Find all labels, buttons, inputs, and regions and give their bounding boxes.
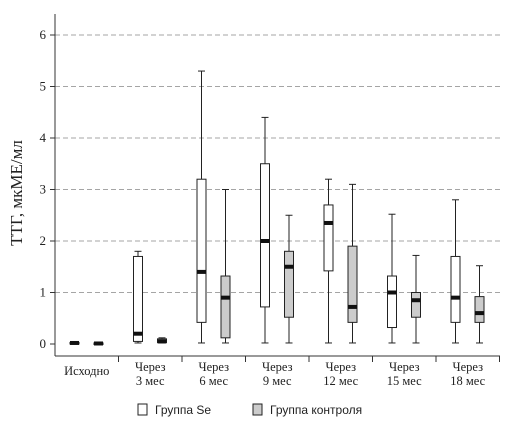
y-axis-label: ТТГ, мкМЕ/мл: [7, 140, 26, 246]
x-category-label: Через 9 мес: [262, 360, 293, 388]
x-category-line: 3 мес: [136, 374, 165, 388]
x-category-label: Через 18 мес: [450, 360, 485, 388]
box: [347, 245, 358, 323]
x-category-line: 15 мес: [387, 374, 422, 388]
median-mark: [260, 239, 270, 243]
median-mark: [411, 298, 421, 303]
y-tick-label: 2: [40, 233, 47, 248]
box: [133, 255, 143, 342]
y-tick-label: 0: [40, 336, 47, 351]
median-mark: [157, 339, 167, 344]
x-category-line: Через: [135, 360, 166, 374]
median-mark: [284, 264, 294, 269]
y-tick-label: 1: [40, 285, 47, 300]
median-mark: [197, 269, 206, 274]
box: [284, 250, 294, 318]
median-mark: [324, 220, 333, 225]
y-axis: 0 1 2 3 4 5 6: [40, 27, 55, 351]
gridlines: [55, 34, 500, 293]
x-category-line: Через: [198, 360, 229, 374]
legend-swatch: [137, 403, 148, 416]
box: [387, 275, 397, 329]
x-category-line: Через: [452, 360, 483, 374]
y-tick-label: 5: [40, 79, 47, 94]
median-mark: [348, 304, 357, 309]
median-mark: [387, 290, 397, 295]
x-category-line: 9 мес: [263, 374, 292, 388]
x-category-label: Через 12 мес: [323, 360, 358, 388]
median-mark: [221, 295, 230, 300]
box: [450, 255, 461, 323]
median-mark: [133, 331, 143, 336]
x-category-line: Через: [325, 360, 356, 374]
box: [196, 178, 207, 323]
x-category-line: Через: [389, 360, 420, 374]
legend-swatch: [252, 403, 263, 416]
legend-label: Группа контроля: [270, 403, 362, 417]
boxes: [69, 70, 485, 346]
box: [323, 204, 334, 272]
median-mark: [475, 311, 484, 316]
box: [260, 163, 270, 308]
x-category-label: Исходно: [64, 364, 109, 378]
box: [220, 275, 231, 339]
y-tick-label: 3: [40, 182, 47, 197]
x-category-line: Через: [262, 360, 293, 374]
x-category-label: Через 6 мес: [198, 360, 229, 388]
median-mark: [451, 295, 460, 300]
x-category-line: 6 мес: [199, 374, 228, 388]
x-category-line: Исходно: [64, 364, 109, 378]
legend-label: Группа Se: [155, 403, 211, 417]
median-mark: [70, 340, 79, 345]
x-category-label: Через 15 мес: [387, 360, 422, 388]
x-category-line: 12 мес: [323, 374, 358, 388]
y-tick-label: 6: [40, 27, 47, 42]
legend: Группа Se Группа контроля: [137, 403, 362, 417]
x-category-label: Через 3 мес: [135, 360, 166, 388]
box: [411, 292, 421, 318]
median-mark: [94, 341, 103, 346]
y-tick-label: 4: [40, 130, 47, 145]
x-category-line: 18 мес: [450, 374, 485, 388]
box: [474, 296, 485, 323]
